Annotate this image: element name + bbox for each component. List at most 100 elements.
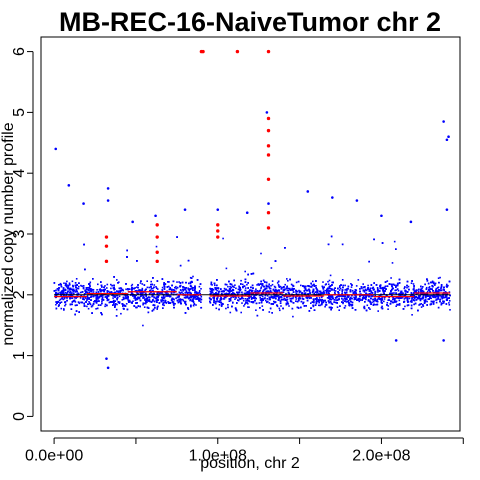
bin-point [438, 289, 440, 291]
bin-point [333, 288, 335, 291]
bin-point [341, 290, 343, 292]
bin-point [413, 287, 415, 289]
bin-point [103, 289, 105, 291]
bin-point [60, 290, 63, 293]
bin-point [127, 288, 129, 291]
bin-point [95, 308, 97, 310]
bin-point [218, 300, 221, 302]
bin-point [407, 285, 410, 288]
bin-point [83, 293, 86, 295]
bin-point [236, 302, 238, 304]
bin-point [365, 298, 367, 301]
bin-point [353, 298, 356, 301]
bin-point [376, 300, 379, 303]
bin-point [368, 288, 370, 291]
bin-point [125, 283, 127, 285]
bin-point [118, 281, 120, 283]
bin-point [181, 291, 183, 294]
bin-point [442, 295, 444, 298]
bin-point [167, 301, 169, 303]
bin-point [341, 279, 344, 281]
bin-point [424, 294, 427, 297]
bin-point [300, 300, 303, 303]
bin-point [81, 285, 83, 287]
bin-point [287, 280, 289, 282]
bin-point [280, 288, 283, 290]
bin-point [179, 264, 182, 267]
bin-point [386, 280, 389, 282]
bin-point [199, 283, 202, 285]
bin-point [372, 294, 374, 297]
bin-point [91, 288, 94, 291]
bin-point [179, 299, 181, 301]
bin-point [395, 300, 398, 303]
bin-point [390, 290, 392, 293]
bin-point [395, 289, 397, 291]
bin-point [210, 292, 213, 294]
bin-point [448, 291, 451, 293]
bin-point [324, 289, 327, 292]
bin-point [260, 252, 262, 255]
bin-point [416, 297, 419, 300]
bin-point [339, 287, 342, 290]
bin-point [324, 305, 326, 308]
bin-point [268, 297, 271, 299]
bin-point [126, 294, 129, 297]
bin-point [332, 297, 334, 300]
bin-point [392, 297, 395, 300]
bin-point [232, 296, 235, 298]
bin-point [247, 306, 249, 308]
bin-point [278, 307, 281, 310]
bin-point [329, 301, 332, 303]
bin-point [420, 288, 422, 291]
bin-point [136, 260, 138, 262]
bin-point [73, 296, 76, 299]
bin-point [431, 285, 434, 288]
bin-point [437, 287, 439, 289]
bin-point [372, 300, 375, 303]
bin-point [304, 292, 307, 295]
bin-point [216, 284, 218, 287]
bin-point [101, 286, 103, 288]
bin-point [268, 283, 270, 285]
bin-point [168, 281, 170, 283]
bin-point [272, 295, 274, 298]
bin-point [424, 301, 426, 303]
bin-point [59, 282, 62, 285]
bin-point [305, 305, 307, 307]
bin-point [431, 285, 433, 287]
bin-point [66, 291, 69, 294]
bin-point [299, 290, 302, 293]
bin-point [191, 295, 194, 297]
plot-area [53, 49, 451, 370]
bin-point [345, 288, 348, 291]
bin-point [344, 295, 346, 298]
bin-point [398, 282, 401, 284]
bin-point [133, 287, 135, 290]
bin-point [99, 304, 102, 306]
bin-point [257, 283, 260, 285]
bin-point [411, 314, 413, 316]
bin-point [339, 305, 341, 307]
bin-point [53, 290, 56, 292]
bin-point [228, 280, 230, 283]
bin-point [224, 296, 227, 298]
bin-point [438, 294, 441, 297]
bin-point [374, 290, 376, 293]
bin-point [184, 302, 186, 304]
bin-point [308, 285, 311, 288]
bin-point [248, 297, 250, 299]
bin-point [333, 301, 335, 303]
bin-point [341, 292, 344, 294]
bin-point [194, 296, 197, 298]
bin-point [435, 289, 437, 291]
bin-point [185, 287, 187, 289]
bin-point [399, 296, 401, 299]
bin-point [106, 292, 109, 294]
bin-point [443, 289, 445, 291]
bin-point [234, 307, 237, 309]
bin-point [424, 299, 427, 301]
bin-point [239, 289, 241, 292]
bin-point [355, 292, 357, 294]
bin-point [82, 298, 84, 300]
